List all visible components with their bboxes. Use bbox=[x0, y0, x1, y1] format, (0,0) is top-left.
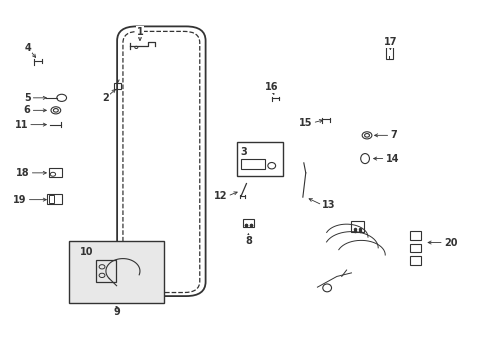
Text: 20: 20 bbox=[443, 238, 456, 248]
Bar bbox=[351, 221, 363, 232]
Text: 17: 17 bbox=[383, 37, 396, 48]
Text: 11: 11 bbox=[15, 120, 28, 130]
Text: 3: 3 bbox=[240, 147, 247, 157]
Bar bbox=[49, 195, 54, 203]
Text: 15: 15 bbox=[299, 118, 312, 128]
Text: 14: 14 bbox=[385, 154, 398, 163]
Text: 19: 19 bbox=[13, 195, 27, 204]
Bar bbox=[96, 260, 116, 282]
Text: 9: 9 bbox=[113, 307, 120, 317]
Bar bbox=[385, 47, 392, 59]
Bar bbox=[236, 143, 283, 176]
Text: 7: 7 bbox=[389, 130, 396, 140]
Text: 1: 1 bbox=[136, 27, 143, 37]
Text: 8: 8 bbox=[244, 236, 251, 246]
Text: 5: 5 bbox=[24, 93, 30, 103]
Text: 10: 10 bbox=[80, 247, 94, 257]
Text: 18: 18 bbox=[16, 168, 30, 178]
Text: 16: 16 bbox=[264, 82, 277, 92]
Text: 2: 2 bbox=[102, 93, 109, 103]
Bar bbox=[47, 194, 61, 204]
Text: 9: 9 bbox=[112, 307, 119, 317]
Bar bbox=[409, 231, 420, 240]
Bar bbox=[409, 256, 420, 265]
Text: 6: 6 bbox=[24, 105, 30, 115]
Text: 4: 4 bbox=[25, 43, 31, 53]
Bar bbox=[49, 168, 61, 177]
Bar bbox=[114, 83, 121, 89]
Text: 13: 13 bbox=[322, 200, 335, 210]
Bar bbox=[69, 241, 164, 303]
Bar bbox=[240, 159, 264, 169]
Text: 12: 12 bbox=[214, 191, 227, 201]
Bar bbox=[409, 244, 420, 252]
Bar bbox=[243, 219, 253, 227]
